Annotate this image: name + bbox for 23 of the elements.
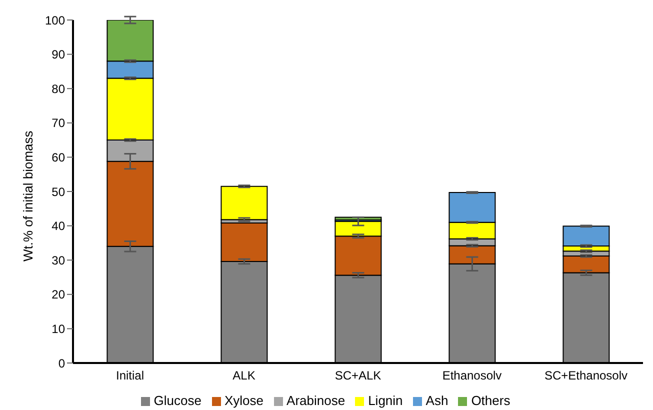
y-tick-label: 90: [52, 48, 66, 62]
x-tick-label: Ethanosolv: [442, 368, 502, 383]
y-tick-label: 0: [58, 356, 66, 370]
y-tick-label: 70: [52, 116, 66, 130]
y-tick-label: 20: [52, 288, 66, 302]
x-tick-label: Initial: [116, 368, 144, 383]
legend-label: Glucose: [154, 393, 202, 408]
y-tick-label: 50: [52, 184, 66, 199]
legend-label: Xylose: [224, 393, 264, 408]
y-tick-label: 40: [52, 219, 66, 234]
x-tick-label: ALK: [232, 368, 256, 383]
y-tick-label: 30: [52, 253, 66, 268]
y-tick-label: 100: [44, 13, 66, 28]
legend-label: Ash: [426, 393, 448, 408]
y-tick-label: 10: [52, 322, 66, 336]
legend-label: Arabinose: [286, 393, 346, 408]
y-axis-title: Wt.% of initial biomass: [20, 130, 36, 262]
legend-label: Lignin: [368, 393, 403, 408]
y-tick-label: 60: [52, 150, 66, 164]
x-tick-label: SC+ALK: [334, 368, 382, 383]
x-tick-label: SC+Ethanosolv: [544, 368, 628, 383]
y-tick-label: 80: [52, 82, 66, 96]
legend-label: Others: [471, 393, 510, 408]
